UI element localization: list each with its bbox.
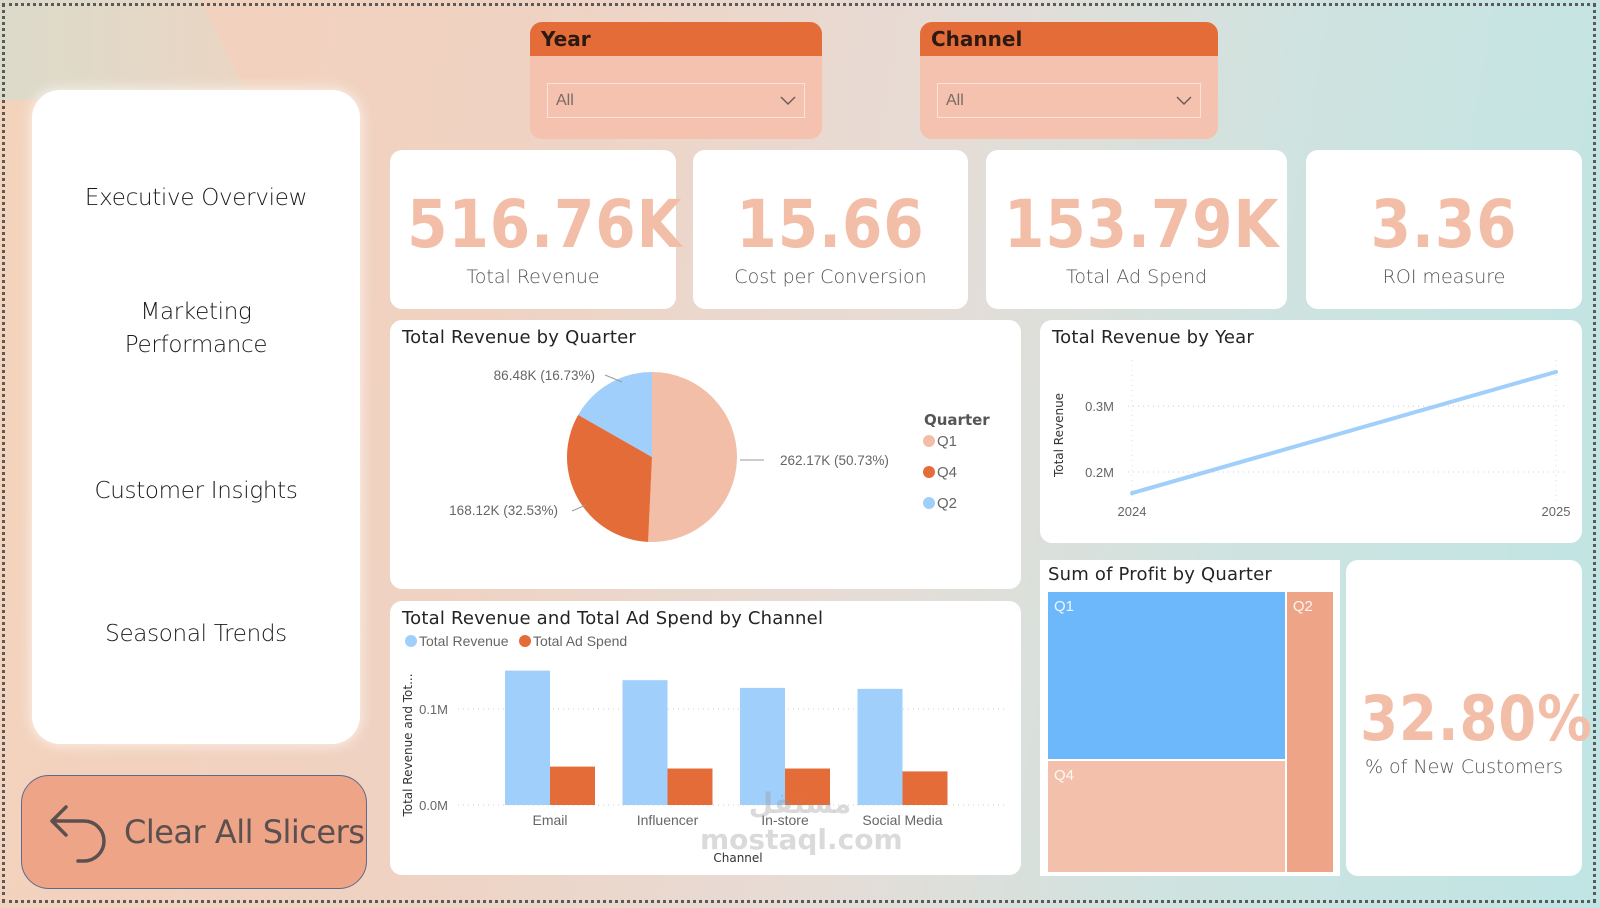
bar-total-revenue-social-media: [857, 688, 903, 805]
channel-slicer-title: Channel: [920, 22, 1218, 56]
nav-customer-insights[interactable]: Customer Insights: [94, 478, 298, 504]
pie-slice-q2: [578, 372, 652, 457]
year-dropdown[interactable]: All: [547, 83, 805, 118]
legend-label: Q4: [937, 464, 957, 481]
pie-data-label: 86.48K (16.73%): [494, 368, 595, 383]
chart-title: Total Revenue by Year: [1052, 327, 1254, 348]
treemap-tile-q4[interactable]: Q4: [1048, 761, 1285, 872]
pie-chart: 262.17K (50.73%) 168.12K (32.53%) 86.48K (…: [449, 368, 990, 542]
year-slicer: Year All: [530, 22, 822, 139]
kpi-label: Cost per Conversion: [734, 266, 927, 288]
kpi-value: 516.76K: [407, 186, 683, 263]
y-tick-label: 0.1M: [419, 702, 448, 717]
y-tick-label: 0.2M: [1085, 465, 1114, 480]
revenue-adspend-by-channel-card: Total Revenue and Total Ad Spend by Chan…: [390, 601, 1021, 875]
profit-by-quarter-card: Sum of Profit by Quarter Q1 Q4 Q2: [1040, 560, 1340, 876]
pie-slice-q1: [648, 372, 737, 542]
nav-label-line1: Marketing: [140, 299, 252, 325]
background-accent: [0, 0, 250, 100]
x-tick-label: Email: [532, 812, 567, 828]
line-chart: Total Revenue 0.2M 0.3M 2024 2025: [1052, 360, 1571, 519]
pie-data-label: 262.17K (50.73%): [780, 453, 889, 468]
y-tick-label: 0.0M: [419, 798, 448, 813]
treemap-tile-label: Q2: [1292, 598, 1313, 615]
nav-seasonal-trends[interactable]: Seasonal Trends: [105, 621, 287, 647]
bar-total-revenue-influencer: [622, 680, 668, 805]
clear-all-slicers-button[interactable]: Clear All Slicers: [21, 775, 367, 889]
legend-label: Q1: [937, 433, 957, 450]
chevron-down-icon: [1176, 96, 1192, 105]
chart-title: Total Revenue by Quarter: [402, 327, 637, 348]
chart-title: Total Revenue and Total Ad Spend by Chan…: [402, 608, 824, 629]
legend-marker: [923, 435, 935, 447]
bar-total-ad-spend-in-store: [785, 768, 830, 805]
channel-dropdown[interactable]: All: [937, 83, 1201, 118]
pie-leader-line: [604, 374, 623, 383]
pie-data-label: 168.12K (32.53%): [449, 503, 558, 518]
treemap-tile-q1[interactable]: Q1: [1048, 592, 1285, 760]
nav-marketing-performance[interactable]: Marketing Performance: [32, 296, 360, 362]
kpi-roi-measure: 3.36 ROI measure: [1306, 150, 1582, 309]
kpi-label: % of New Customers: [1364, 756, 1564, 778]
channel-dropdown-value: All: [946, 91, 964, 109]
x-tick-label: In-store: [761, 812, 809, 828]
kpi-new-customers: 32.80% % of New Customers: [1346, 560, 1593, 876]
kpi-label: Total Ad Spend: [1065, 266, 1208, 288]
y-axis-title: Total Revenue and Tot...: [401, 673, 415, 817]
x-tick-label: Influencer: [637, 812, 699, 828]
bar-total-revenue-in-store: [740, 687, 785, 805]
legend-marker: [923, 466, 935, 478]
chart-title: Sum of Profit by Quarter: [1048, 564, 1272, 585]
pie-legend-title: Quarter: [924, 411, 990, 429]
clear-all-slicers-label: Clear All Slicers: [124, 813, 365, 851]
chevron-down-icon: [780, 96, 796, 105]
y-axis-title: Total Revenue: [1052, 393, 1066, 478]
x-axis-title: Channel: [713, 851, 762, 865]
legend-marker: [923, 497, 935, 509]
legend-label: Total Ad Spend: [533, 633, 627, 649]
kpi-label: ROI measure: [1382, 266, 1506, 288]
bar-chart: Total Revenue Total Ad Spend Total Revenu…: [401, 633, 1008, 865]
revenue-by-year-card: Total Revenue by Year Total Revenue 0.2M…: [1040, 320, 1582, 543]
undo-arrow-icon: [50, 805, 106, 863]
bar-total-revenue-email: [505, 670, 550, 805]
bar-total-ad-spend-influencer: [667, 768, 713, 805]
kpi-total-revenue: 516.76K Total Revenue: [390, 150, 683, 309]
legend-marker: [519, 635, 531, 647]
legend-label: Q2: [937, 495, 957, 512]
kpi-value: 153.79K: [1004, 186, 1280, 263]
y-tick-label: 0.3M: [1085, 399, 1114, 414]
navigation-panel: Executive Overview Marketing Performance…: [32, 90, 360, 744]
kpi-value: 3.36: [1370, 186, 1518, 263]
pie-slice-q4: [567, 414, 652, 542]
nav-label-line2: Performance: [124, 332, 268, 358]
year-slicer-title: Year: [530, 22, 822, 56]
channel-slicer: Channel All: [920, 22, 1218, 139]
x-tick-label: 2024: [1118, 504, 1147, 519]
year-dropdown-value: All: [556, 91, 574, 109]
treemap-tile-label: Q4: [1054, 767, 1075, 785]
x-tick-label: 2025: [1542, 504, 1571, 519]
line-series-total-revenue: [1130, 369, 1558, 496]
kpi-total-ad-spend: 153.79K Total Ad Spend: [986, 150, 1287, 309]
pie-leader-line: [571, 504, 587, 512]
kpi-value: 15.66: [736, 186, 925, 263]
legend-label: Total Revenue: [419, 633, 509, 649]
revenue-by-quarter-card: Total Revenue by Quarter 262.17K (50.73%…: [390, 320, 1021, 589]
treemap-tile-label: Q1: [1054, 598, 1075, 615]
treemap-tile-q2[interactable]: Q2: [1286, 592, 1333, 872]
kpi-value: 32.80%: [1360, 682, 1593, 755]
bar-total-ad-spend-social-media: [902, 771, 948, 805]
legend-marker: [405, 635, 417, 647]
bar-total-ad-spend-email: [550, 766, 595, 805]
nav-executive-overview[interactable]: Executive Overview: [84, 185, 308, 211]
kpi-label: Total Revenue: [466, 266, 600, 288]
treemap: Q1 Q4 Q2: [1048, 592, 1333, 872]
x-tick-label: Social Media: [862, 812, 942, 828]
kpi-cost-per-conversion: 15.66 Cost per Conversion: [693, 150, 968, 309]
